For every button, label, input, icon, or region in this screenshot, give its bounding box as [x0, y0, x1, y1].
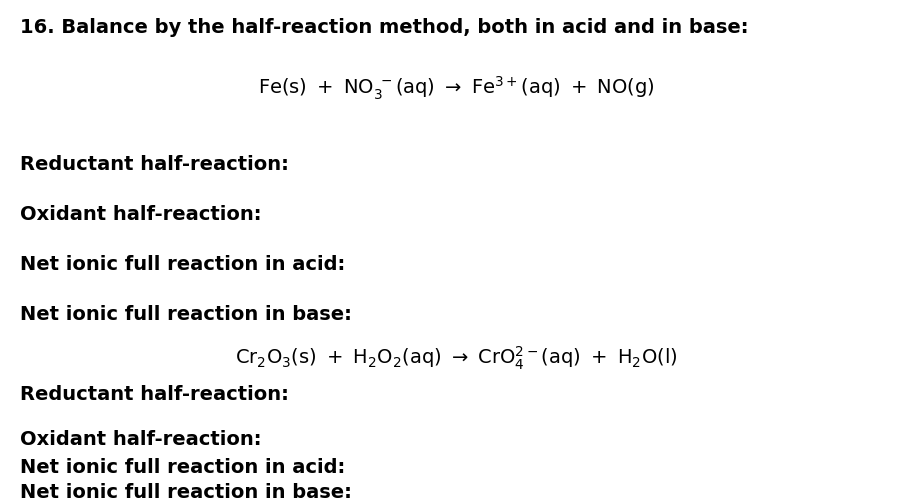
Text: 16. Balance by the half-reaction method, both in acid and in base:: 16. Balance by the half-reaction method,…	[20, 18, 749, 37]
Text: $\rm Fe(s)\ +\ NO_3^{\ -}(aq)\ \rightarrow\ Fe^{3+}(aq)\ +\ NO(g)$: $\rm Fe(s)\ +\ NO_3^{\ -}(aq)\ \rightarr…	[257, 75, 655, 102]
Text: Net ionic full reaction in base:: Net ionic full reaction in base:	[20, 305, 352, 323]
Text: Net ionic full reaction in acid:: Net ionic full reaction in acid:	[20, 457, 345, 476]
Text: Oxidant half-reaction:: Oxidant half-reaction:	[20, 429, 261, 448]
Text: Net ionic full reaction in acid:: Net ionic full reaction in acid:	[20, 255, 345, 274]
Text: Reductant half-reaction:: Reductant half-reaction:	[20, 384, 289, 403]
Text: $\rm Cr_2O_3(s)\ +\ H_2O_2(aq)\ \rightarrow\ CrO_4^{2-}(aq)\ +\ H_2O(l)$: $\rm Cr_2O_3(s)\ +\ H_2O_2(aq)\ \rightar…	[235, 344, 677, 372]
Text: Reductant half-reaction:: Reductant half-reaction:	[20, 155, 289, 174]
Text: Net ionic full reaction in base:: Net ionic full reaction in base:	[20, 482, 352, 501]
Text: Oxidant half-reaction:: Oxidant half-reaction:	[20, 204, 261, 223]
